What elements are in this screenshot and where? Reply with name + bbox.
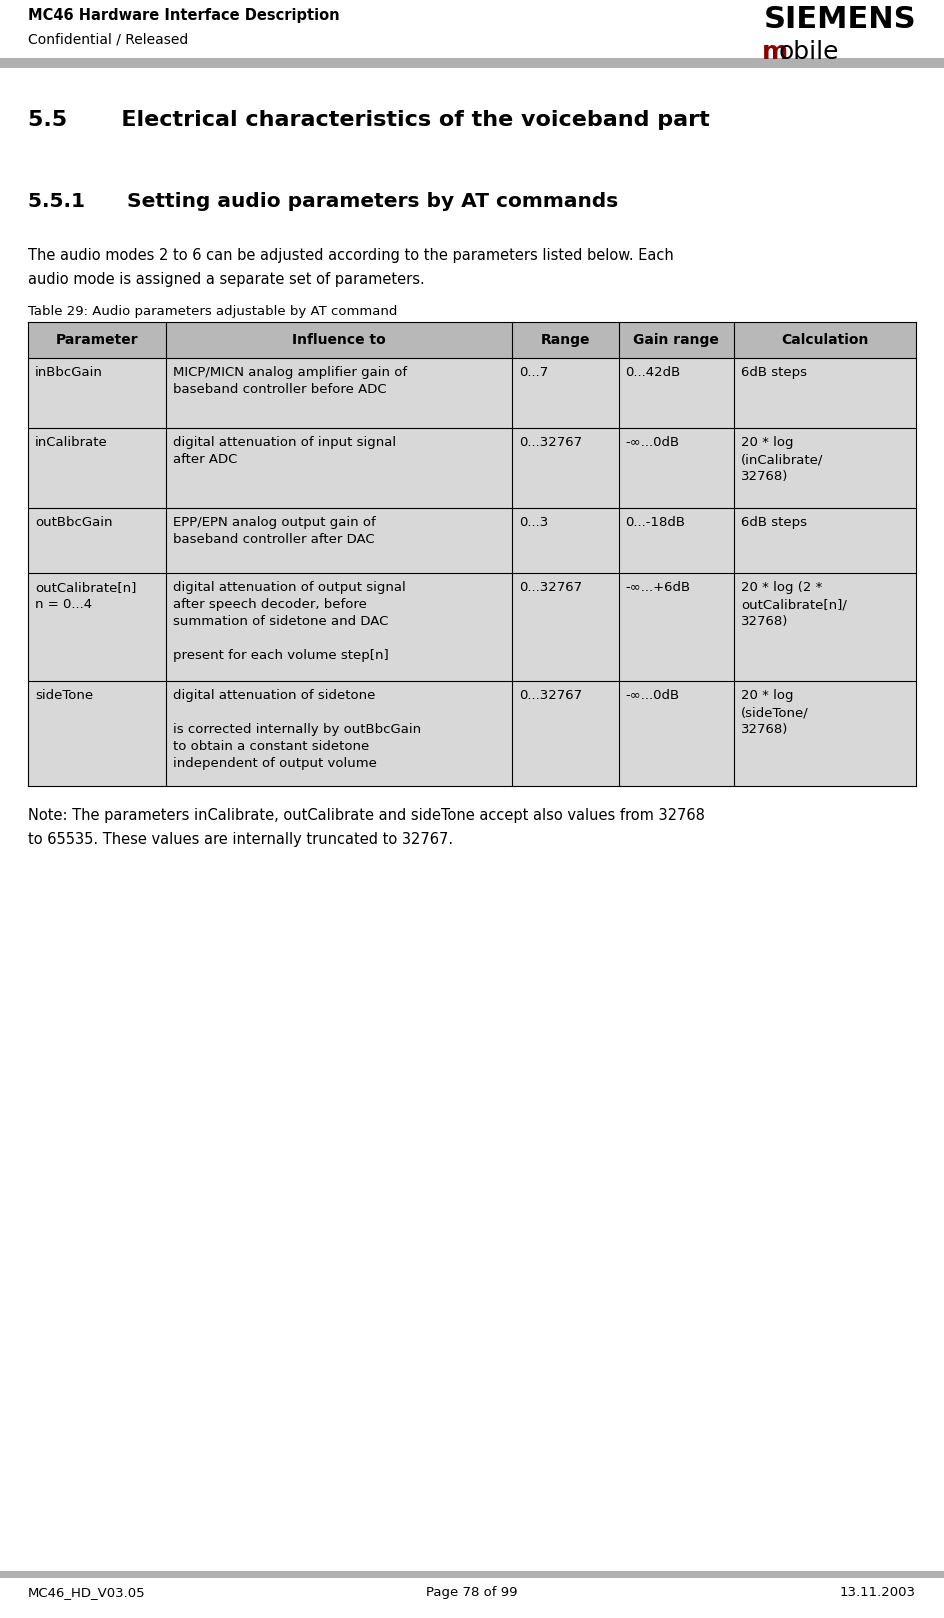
- Bar: [28, 322, 916, 358]
- Text: Range: Range: [541, 333, 590, 346]
- Text: 5.5.1      Setting audio parameters by AT commands: 5.5.1 Setting audio parameters by AT com…: [28, 193, 618, 210]
- Text: Confidential / Released: Confidential / Released: [28, 32, 188, 45]
- Text: 6dB steps: 6dB steps: [741, 516, 807, 529]
- Text: 0...3: 0...3: [519, 516, 548, 529]
- Text: Influence to: Influence to: [292, 333, 386, 346]
- Bar: [0, 1571, 944, 1578]
- Text: 0...32767: 0...32767: [519, 435, 582, 450]
- Text: 20 * log
(inCalibrate/
32768): 20 * log (inCalibrate/ 32768): [741, 435, 823, 484]
- Text: 20 * log
(sideTone/
32768): 20 * log (sideTone/ 32768): [741, 689, 809, 736]
- Text: 0...32767: 0...32767: [519, 581, 582, 594]
- Text: MC46_HD_V03.05: MC46_HD_V03.05: [28, 1586, 145, 1599]
- Text: sideTone: sideTone: [35, 689, 93, 702]
- Text: m: m: [762, 40, 788, 65]
- Text: obile: obile: [779, 40, 839, 65]
- Text: audio mode is assigned a separate set of parameters.: audio mode is assigned a separate set of…: [28, 272, 425, 286]
- Text: Table 29: Audio parameters adjustable by AT command: Table 29: Audio parameters adjustable by…: [28, 306, 397, 319]
- Text: to 65535. These values are internally truncated to 32767.: to 65535. These values are internally tr…: [28, 832, 453, 846]
- Bar: [28, 429, 916, 508]
- Text: 0...7: 0...7: [519, 366, 548, 379]
- Text: outBbcGain: outBbcGain: [35, 516, 112, 529]
- Text: 20 * log (2 *
outCalibrate[n]/
32768): 20 * log (2 * outCalibrate[n]/ 32768): [741, 581, 847, 628]
- Text: Calculation: Calculation: [782, 333, 868, 346]
- Text: Gain range: Gain range: [633, 333, 719, 346]
- Text: 5.5       Electrical characteristics of the voiceband part: 5.5 Electrical characteristics of the vo…: [28, 110, 710, 129]
- Text: -∞...0dB: -∞...0dB: [626, 435, 680, 450]
- Text: SIEMENS: SIEMENS: [764, 5, 916, 34]
- Text: digital attenuation of input signal
after ADC: digital attenuation of input signal afte…: [173, 435, 396, 466]
- Text: MC46 Hardware Interface Description: MC46 Hardware Interface Description: [28, 8, 340, 23]
- Bar: [28, 681, 916, 786]
- Text: Note: The parameters inCalibrate, outCalibrate and sideTone accept also values f: Note: The parameters inCalibrate, outCal…: [28, 807, 705, 824]
- Text: -∞...0dB: -∞...0dB: [626, 689, 680, 702]
- Text: Parameter: Parameter: [56, 333, 138, 346]
- Bar: [28, 358, 916, 429]
- Text: digital attenuation of sidetone

is corrected internally by outBbcGain
to obtain: digital attenuation of sidetone is corre…: [173, 689, 421, 770]
- Text: EPP/EPN analog output gain of
baseband controller after DAC: EPP/EPN analog output gain of baseband c…: [173, 516, 376, 545]
- Bar: [28, 573, 916, 681]
- Text: -∞...+6dB: -∞...+6dB: [626, 581, 691, 594]
- Text: The audio modes 2 to 6 can be adjusted according to the parameters listed below.: The audio modes 2 to 6 can be adjusted a…: [28, 248, 674, 264]
- Text: 0...32767: 0...32767: [519, 689, 582, 702]
- Bar: [0, 58, 944, 68]
- Text: MICP/MICN analog amplifier gain of
baseband controller before ADC: MICP/MICN analog amplifier gain of baseb…: [173, 366, 407, 396]
- Text: inCalibrate: inCalibrate: [35, 435, 108, 450]
- Text: 6dB steps: 6dB steps: [741, 366, 807, 379]
- Text: Page 78 of 99: Page 78 of 99: [427, 1586, 517, 1599]
- Text: 13.11.2003: 13.11.2003: [840, 1586, 916, 1599]
- Text: inBbcGain: inBbcGain: [35, 366, 103, 379]
- Bar: [28, 508, 916, 573]
- Text: outCalibrate[n]
n = 0...4: outCalibrate[n] n = 0...4: [35, 581, 136, 612]
- Text: digital attenuation of output signal
after speech decoder, before
summation of s: digital attenuation of output signal aft…: [173, 581, 405, 662]
- Text: 0...-18dB: 0...-18dB: [626, 516, 685, 529]
- Text: 0...42dB: 0...42dB: [626, 366, 681, 379]
